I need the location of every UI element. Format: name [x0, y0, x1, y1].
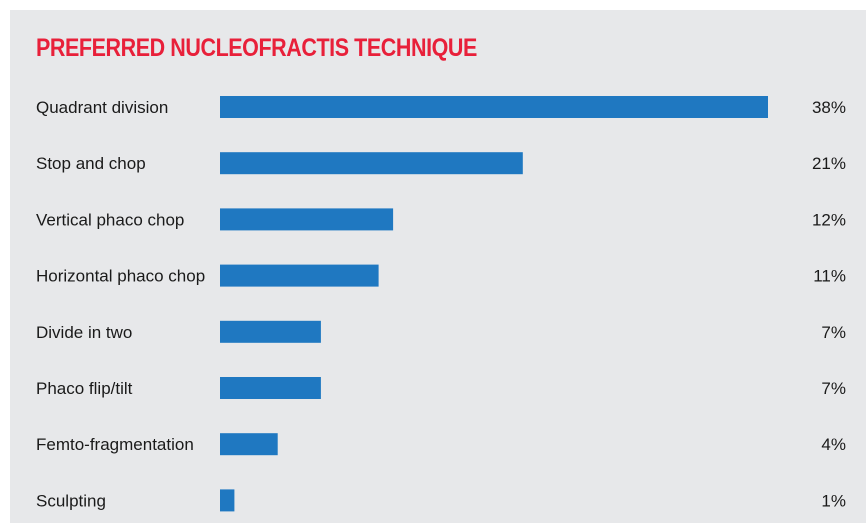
chart-title: PREFERRED NUCLEOFRACTIS TECHNIQUE	[36, 34, 477, 62]
category-label-2: Vertical phaco chop	[36, 210, 184, 229]
category-label-1: Stop and chop	[36, 154, 146, 173]
category-label-0: Quadrant division	[36, 98, 168, 117]
bar-4	[220, 320, 321, 343]
bars-group	[220, 96, 768, 512]
category-label-6: Femto-fragmentation	[36, 435, 194, 454]
bar-7	[220, 489, 235, 512]
value-label-6: 4%	[821, 435, 846, 454]
bar-2	[220, 208, 394, 231]
value-label-4: 7%	[821, 323, 846, 342]
value-label-0: 38%	[812, 98, 846, 117]
category-labels-group: Quadrant division Stop and chop Vertical p…	[36, 98, 205, 510]
value-labels-group: 38% 21% 12% 11% 7% 7% 4% 1%	[812, 98, 846, 510]
bar-3	[220, 264, 379, 287]
category-label-7: Sculpting	[36, 491, 106, 510]
value-label-1: 21%	[812, 154, 846, 173]
value-label-7: 1%	[821, 491, 846, 510]
value-label-3: 11%	[813, 267, 846, 286]
chart-panel: PREFERRED NUCLEOFRACTIS TECHNIQUE	[10, 10, 866, 523]
category-label-5: Phaco flip/tilt	[36, 379, 133, 398]
category-label-3: Horizontal phaco chop	[36, 267, 205, 286]
bar-5	[220, 377, 321, 399]
category-label-4: Divide in two	[36, 323, 132, 342]
bar-6	[220, 433, 278, 456]
value-label-5: 7%	[821, 379, 846, 398]
bar-1	[220, 152, 523, 175]
value-label-2: 12%	[812, 210, 846, 229]
bar-0	[220, 96, 768, 118]
